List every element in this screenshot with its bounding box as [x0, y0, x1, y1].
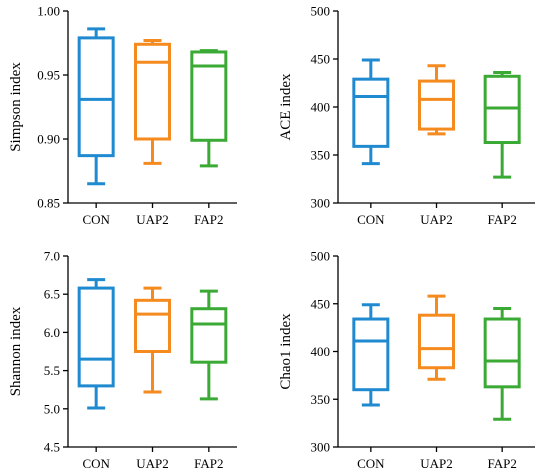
- iqr-box: [418, 79, 455, 131]
- iqr-box: [77, 36, 115, 158]
- category-label-con: CON: [82, 456, 110, 471]
- y-tick-label: 6.5: [44, 287, 60, 302]
- y-tick-label: 0.90: [37, 132, 60, 147]
- category-label-con: CON: [82, 212, 110, 227]
- y-tick-label: 4.5: [44, 440, 60, 455]
- iqr-box: [190, 50, 228, 142]
- y-tick-label: 300: [311, 196, 331, 211]
- y-axis-label: Simpson index: [8, 62, 24, 152]
- y-axis-label: Chao1 index: [278, 313, 294, 390]
- category-label-uap2: UAP2: [420, 456, 453, 471]
- category-label-uap2: UAP2: [420, 212, 453, 227]
- iqr-box: [352, 77, 390, 148]
- y-tick-label: 7.0: [44, 249, 60, 264]
- iqr-box: [483, 317, 521, 389]
- y-tick-label: 6.0: [44, 325, 60, 340]
- iqr-box: [134, 42, 171, 141]
- box-con: [352, 58, 390, 166]
- category-label-fap2: FAP2: [487, 212, 516, 227]
- category-label-fap2: FAP2: [487, 456, 516, 471]
- iqr-box: [134, 298, 171, 354]
- box-uap2: [134, 38, 171, 165]
- y-tick-label: 450: [311, 296, 331, 311]
- box-uap2: [134, 286, 171, 394]
- y-tick-label: 500: [311, 249, 331, 264]
- box-fap2: [190, 289, 228, 401]
- y-tick-label: 1.00: [37, 4, 60, 19]
- panel-2: 300 350 400 450 500 CON UAP2 FAP2 ACE index: [278, 4, 535, 227]
- box-fap2: [190, 49, 228, 168]
- category-label-uap2: UAP2: [136, 456, 169, 471]
- y-axis-label: ACE index: [278, 73, 294, 141]
- y-tick-label: 400: [311, 344, 331, 359]
- y-tick-label: 0.85: [37, 196, 60, 211]
- y-tick-label: 5.0: [44, 401, 60, 416]
- panel-3: 4.5 5.0 5.5 6.0 6.5 7.0 CON UAP2 FAP2 Shannon ind…: [8, 249, 237, 471]
- category-label-con: CON: [357, 212, 385, 227]
- y-tick-label: 400: [311, 100, 331, 115]
- y-tick-label: 500: [311, 4, 331, 19]
- iqr-box: [77, 286, 115, 388]
- y-tick-label: 350: [311, 148, 331, 163]
- panel-4: 300 350 400 450 500 CON UAP2 FAP2 Chao1 index: [278, 249, 535, 471]
- y-tick-label: 0.95: [37, 68, 60, 83]
- y-tick-label: 300: [311, 440, 331, 455]
- y-tick-label: 5.5: [44, 363, 60, 378]
- box-con: [352, 303, 390, 407]
- category-label-con: CON: [357, 456, 385, 471]
- y-tick-label: 450: [311, 52, 331, 67]
- y-axis-label: Shannon index: [8, 306, 24, 396]
- panel-1: 0.85 0.90 0.95 1.00 CON UAP2 FAP2 Simpson index: [8, 4, 237, 227]
- box-uap2: [418, 294, 455, 381]
- box-fap2: [483, 70, 521, 179]
- category-label-fap2: FAP2: [194, 212, 223, 227]
- iqr-box: [418, 313, 455, 370]
- box-fap2: [483, 307, 521, 421]
- iqr-box: [190, 307, 228, 364]
- category-label-fap2: FAP2: [194, 456, 223, 471]
- box-con: [77, 27, 115, 186]
- y-tick-label: 350: [311, 392, 331, 407]
- category-label-uap2: UAP2: [136, 212, 169, 227]
- box-con: [77, 278, 115, 410]
- iqr-box: [352, 317, 390, 392]
- box-uap2: [418, 64, 455, 136]
